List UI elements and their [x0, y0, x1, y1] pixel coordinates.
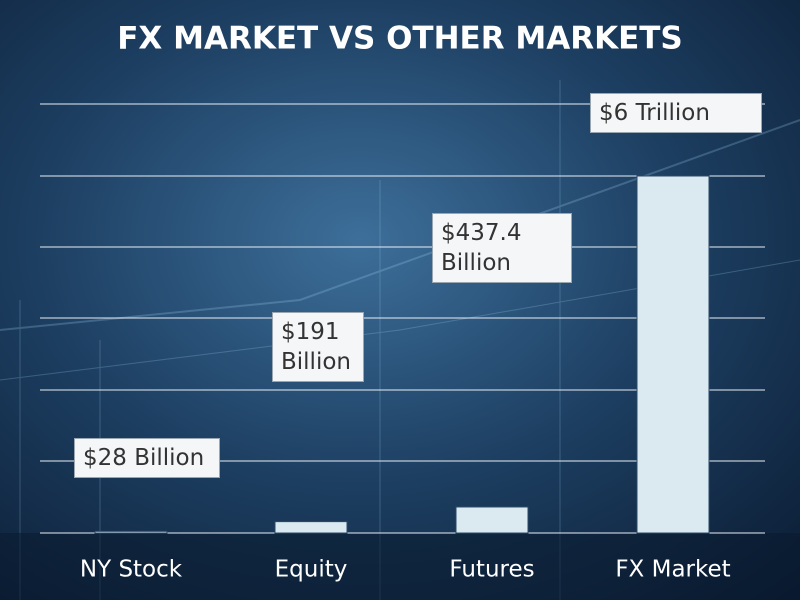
value-label: $437.4 Billion	[432, 213, 572, 283]
value-label: $28 Billion	[74, 438, 220, 478]
bar	[455, 506, 529, 534]
value-label: $6 Trillion	[590, 93, 762, 133]
value-label: $191 Billion	[272, 312, 364, 382]
bar	[636, 175, 710, 534]
footer-band	[0, 533, 800, 600]
x-tick-label: FX Market	[615, 557, 730, 583]
x-tick-label: Equity	[275, 557, 348, 583]
bar	[94, 530, 168, 534]
x-tick-label: NY Stock	[80, 557, 183, 583]
bar	[274, 521, 348, 534]
chart-title: FX MARKET VS OTHER MARKETS	[117, 21, 683, 57]
x-tick-label: Futures	[449, 557, 534, 583]
